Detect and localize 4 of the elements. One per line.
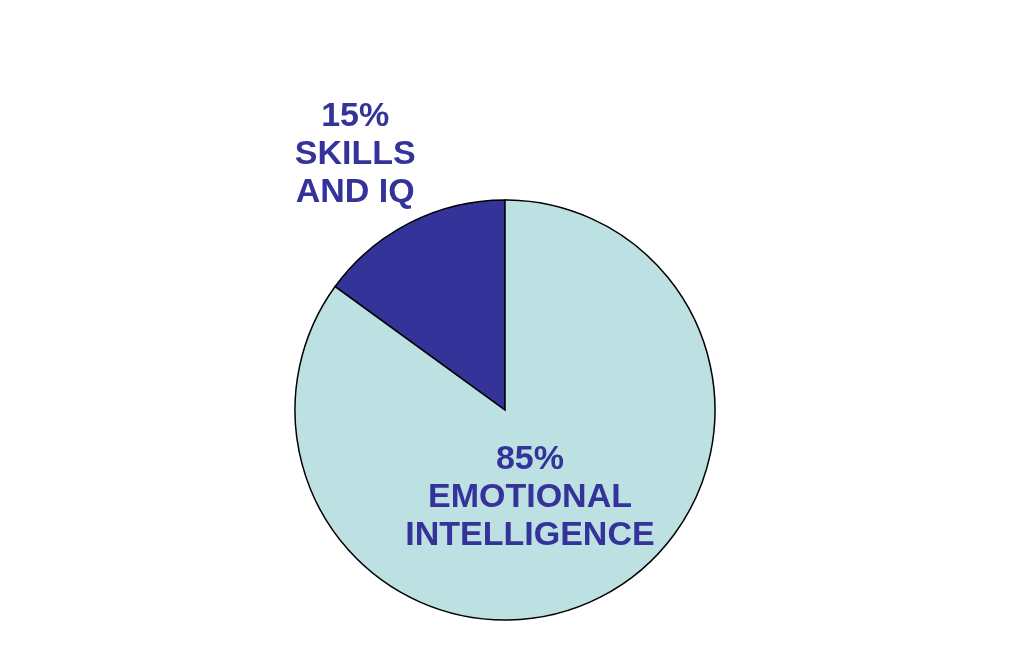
data-label: 85% (495, 438, 564, 477)
slice-label: SKILLS AND IQ (294, 132, 416, 209)
slice-label: EMOTIONAL INTELLIGENCE (405, 476, 655, 553)
data-label: 15% (321, 94, 390, 133)
